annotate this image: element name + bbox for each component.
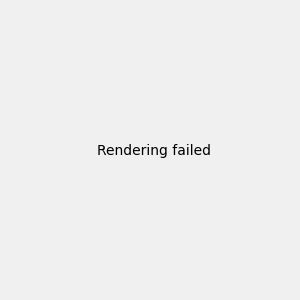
Text: Rendering failed: Rendering failed — [97, 145, 211, 158]
